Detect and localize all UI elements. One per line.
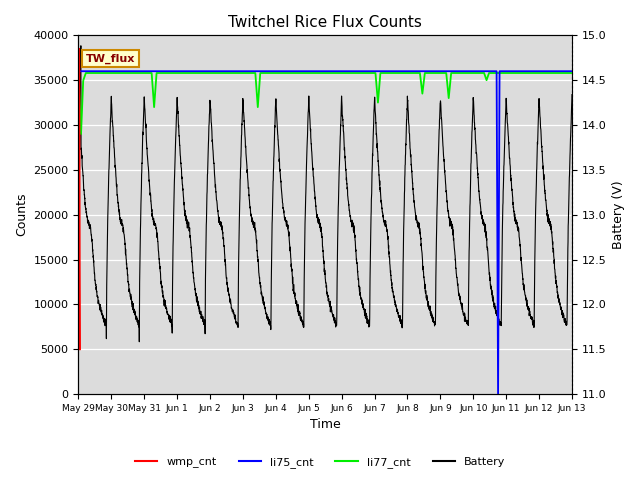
Title: Twitchel Rice Flux Counts: Twitchel Rice Flux Counts xyxy=(228,15,422,30)
Text: TW_flux: TW_flux xyxy=(86,53,135,63)
X-axis label: Time: Time xyxy=(310,419,340,432)
Y-axis label: Battery (V): Battery (V) xyxy=(612,180,625,249)
Y-axis label: Counts: Counts xyxy=(15,193,28,237)
Legend: wmp_cnt, li75_cnt, li77_cnt, Battery: wmp_cnt, li75_cnt, li77_cnt, Battery xyxy=(131,452,509,472)
